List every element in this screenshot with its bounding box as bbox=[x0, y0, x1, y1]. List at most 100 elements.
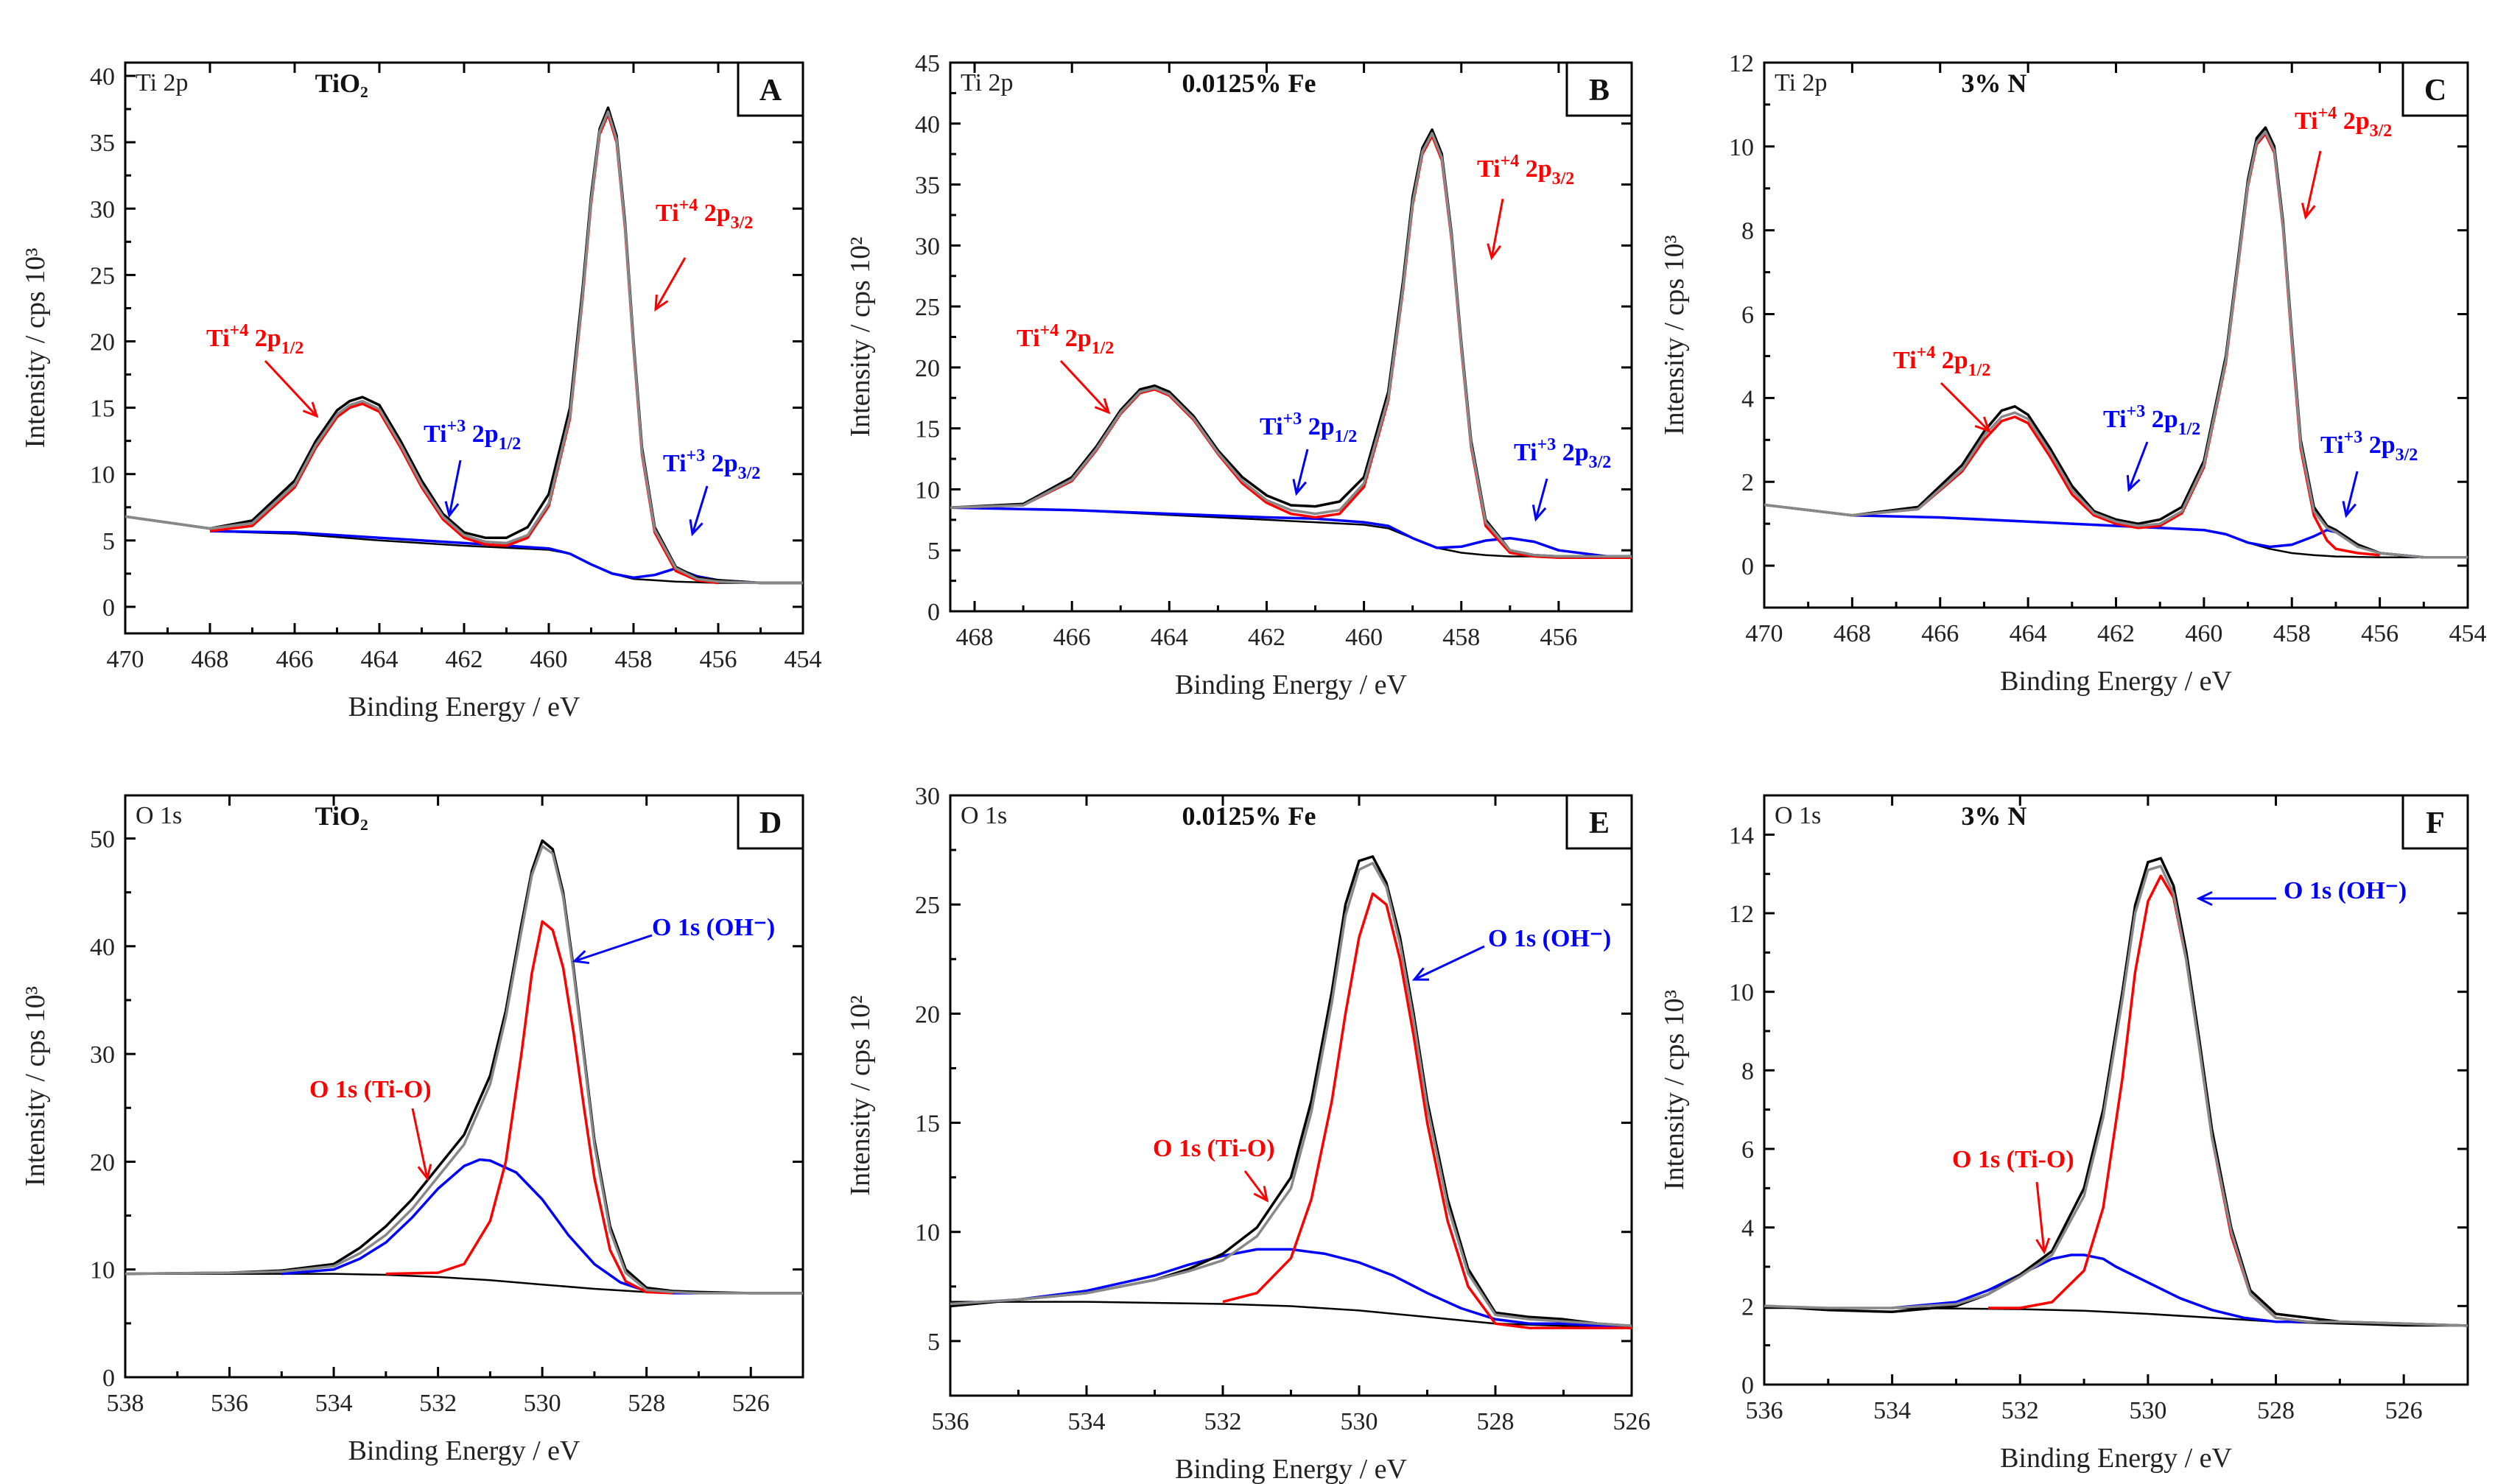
y-tick-label: 25 bbox=[915, 892, 940, 919]
x-tick-label: 456 bbox=[1540, 624, 1577, 651]
annotation-E-0: O 1s (Ti-O) bbox=[1153, 1135, 1275, 1162]
y-tick-label: 0 bbox=[927, 599, 940, 626]
annotation-B-0: Ti+4 2p1/2 bbox=[1017, 321, 1114, 358]
series-group bbox=[950, 855, 1632, 1329]
series-line-o-1s-ti-o- bbox=[1987, 874, 2340, 1323]
x-tick-label: 536 bbox=[932, 1408, 969, 1435]
y-tick-label: 15 bbox=[915, 416, 940, 443]
x-tick-label: 534 bbox=[1068, 1408, 1106, 1435]
y-tick-label: 40 bbox=[915, 111, 940, 138]
x-tick-label: 526 bbox=[1613, 1408, 1651, 1435]
annotation-E-1: O 1s (OH⁻) bbox=[1488, 925, 1611, 952]
x-tick-label: 458 bbox=[1442, 624, 1480, 651]
x-tick-label: 530 bbox=[2129, 1397, 2166, 1424]
y-tick-label: 0 bbox=[1741, 553, 1754, 580]
x-tick-label: 460 bbox=[2185, 620, 2222, 647]
y-tick-label: 35 bbox=[90, 130, 115, 157]
panel-C: 470 468 466 464 462 460 458 456 454024681012Bind… bbox=[1659, 50, 2487, 697]
annotation-arrow bbox=[2035, 1181, 2046, 1253]
y-tick-label: 5 bbox=[927, 538, 940, 565]
series-line-envelope bbox=[125, 845, 803, 1295]
y-axis-label: Intensity / cps 10² bbox=[845, 995, 876, 1195]
y-tick-label: 5 bbox=[102, 528, 115, 555]
series-line-envelope bbox=[125, 110, 803, 585]
annotation-arrow bbox=[1243, 1170, 1268, 1201]
y-tick-label: 35 bbox=[915, 172, 940, 200]
panel-A: 470 468 466 464 462 460 458 456 454 0 5 10 15 20 25 30 3… bbox=[20, 61, 822, 722]
series-line-envelope bbox=[950, 862, 1632, 1327]
x-axis-label: Binding Energy / eV bbox=[348, 1435, 580, 1466]
y-tick-label: 12 bbox=[1729, 50, 1754, 77]
y-tick-label: 10 bbox=[90, 462, 115, 489]
x-tick-label: 462 bbox=[1248, 624, 1285, 651]
x-tick-label: 458 bbox=[615, 646, 653, 673]
annotation-F-0: O 1s (Ti-O) bbox=[1952, 1146, 2074, 1173]
x-tick-label: 528 bbox=[1477, 1408, 1515, 1435]
annotation-arrowhead bbox=[1253, 1186, 1269, 1203]
series-line-background bbox=[950, 1301, 1632, 1329]
x-tick-label: 462 bbox=[446, 646, 483, 673]
y-tick-label: 15 bbox=[915, 1111, 940, 1138]
annotation-arrowhead bbox=[689, 519, 703, 537]
x-tick-label: 466 bbox=[1053, 624, 1091, 651]
series-group bbox=[950, 128, 1632, 559]
x-tick-label: 534 bbox=[315, 1390, 353, 1417]
annotation-arrowhead bbox=[2126, 474, 2141, 493]
panel-letter-box bbox=[1565, 61, 1633, 117]
annotation-arrowhead bbox=[444, 501, 460, 518]
y-tick-label: 5 bbox=[927, 1329, 940, 1356]
annotation-B-3: Ti+3 2p3/2 bbox=[1514, 435, 1611, 472]
series-line-ti-4-2p-fit bbox=[950, 134, 1632, 559]
annotation-arrowhead bbox=[1411, 967, 1430, 981]
y-axis-label: Intensity / cps 10² bbox=[845, 236, 876, 437]
panel-letter: B bbox=[1589, 74, 1610, 108]
x-tick-label: 538 bbox=[107, 1390, 144, 1417]
annotation-A-1: Ti+4 2p3/2 bbox=[656, 196, 753, 233]
x-tick-label: 536 bbox=[1746, 1397, 1783, 1424]
panel-title: 0.0125% Fe bbox=[1182, 68, 1316, 98]
series-line-envelope bbox=[950, 132, 1632, 558]
panel-D: 538 536 534 532 530 528 526 0 10 20 30 40 50 Binding … bbox=[20, 794, 804, 1466]
x-tick-label: 466 bbox=[1921, 620, 1959, 647]
series-line-experimental bbox=[950, 128, 1632, 558]
y-tick-label: 2 bbox=[1741, 469, 1754, 496]
annotation-arrowhead bbox=[1292, 479, 1307, 496]
annotation-C-2: Ti+3 2p1/2 bbox=[2103, 402, 2200, 439]
y-tick-label: 10 bbox=[915, 477, 940, 504]
annotation-arrow bbox=[1534, 478, 1548, 520]
annotation-A-3: Ti+3 2p3/2 bbox=[663, 446, 760, 483]
plot-frame bbox=[1763, 794, 2469, 1386]
annotation-A-0: Ti+4 2p1/2 bbox=[206, 321, 303, 358]
panel-letter: C bbox=[2424, 74, 2446, 108]
series-group bbox=[125, 106, 803, 585]
y-tick-label: 14 bbox=[1729, 822, 1754, 849]
x-tick-label: 458 bbox=[2273, 620, 2311, 647]
panel-letter-box bbox=[737, 61, 804, 117]
y-tick-label: 12 bbox=[1729, 901, 1754, 928]
y-tick-label: 15 bbox=[90, 395, 115, 423]
annotation-arrow bbox=[2345, 471, 2359, 516]
annotation-C-0: Ti+4 2p1/2 bbox=[1893, 343, 1990, 380]
panel-letter: F bbox=[2426, 806, 2445, 840]
annotation-F-1: O 1s (OH⁻) bbox=[2284, 877, 2407, 904]
annotation-arrowhead bbox=[1094, 398, 1111, 415]
y-tick-label: 10 bbox=[1729, 980, 1754, 1007]
annotation-arrow bbox=[264, 359, 318, 418]
panel-title: 0.0125% Fe bbox=[1182, 801, 1316, 831]
series-line-experimental bbox=[125, 839, 803, 1295]
y-tick-label: 2 bbox=[1741, 1293, 1754, 1321]
annotation-B-2: Ti+3 2p1/2 bbox=[1260, 409, 1357, 446]
annotation-A-2: Ti+3 2p1/2 bbox=[424, 417, 521, 454]
x-tick-label: 532 bbox=[1204, 1408, 1242, 1435]
series-group bbox=[125, 839, 803, 1295]
x-axis-label: Binding Energy / eV bbox=[1175, 669, 1407, 700]
annotation-C-1: Ti+4 2p3/2 bbox=[2295, 104, 2392, 141]
y-tick-label: 30 bbox=[915, 233, 940, 260]
region-label: Ti 2p bbox=[136, 69, 189, 96]
x-axis-label: Binding Energy / eV bbox=[2000, 666, 2232, 697]
series-line-experimental bbox=[950, 855, 1632, 1327]
x-tick-label: 468 bbox=[956, 624, 994, 651]
series-line-envelope bbox=[1764, 865, 2468, 1327]
panel-E: 536 534 532 530 528 526 5 10 15 20 25 30 Binding Ene… bbox=[845, 783, 1651, 1484]
